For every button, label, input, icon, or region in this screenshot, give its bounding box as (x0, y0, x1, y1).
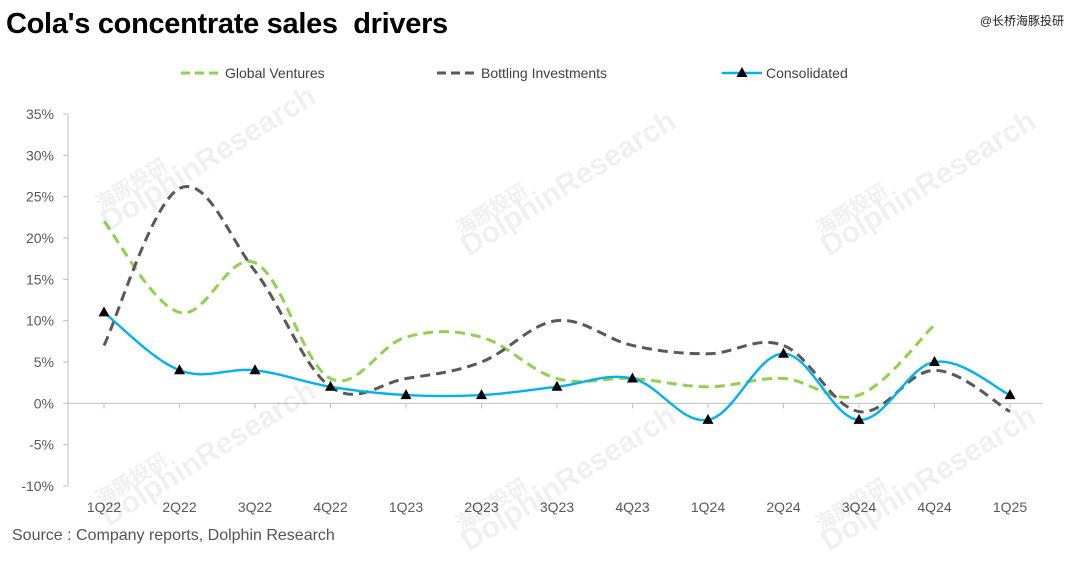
chart-title: Cola's concentrate sales drivers (6, 8, 448, 40)
x-axis: 1Q22 2Q22 3Q22 4Q22 1Q23 2Q23 3Q23 4Q23 1Q24 2Q24… (68, 402, 1042, 515)
corner-watermark-text: @长桥海豚投研 (979, 14, 1064, 28)
data-point-consolidated (249, 364, 261, 375)
y-tick-label: 35% (26, 106, 54, 122)
x-tick-label: 4Q24 (917, 499, 951, 515)
y-tick-label: 25% (26, 189, 54, 205)
y-tick-label: 30% (26, 147, 54, 163)
x-tick-label: 4Q22 (313, 499, 347, 515)
data-point-consolidated (325, 380, 336, 391)
x-tick-label: 3Q22 (238, 499, 272, 515)
x-tick-label: 2Q23 (464, 499, 498, 515)
y-tick-label: 20% (26, 230, 54, 246)
legend-label-global-ventures: Global Ventures (225, 65, 325, 81)
series-line-bottling-investments (102, 185, 1011, 414)
legend-label-consolidated: Consolidated (766, 65, 848, 81)
x-tick-label: 3Q23 (540, 499, 574, 515)
x-tick-label: 1Q24 (691, 499, 725, 515)
y-tick-label: 0% (34, 395, 54, 411)
data-point-consolidated (98, 306, 110, 317)
legend-label-bottling-investments: Bottling Investments (481, 65, 607, 81)
y-axis: -10% -5% 0% 5% 10% 15% 20% 25% 30% 35% (21, 106, 69, 494)
data-point-consolidated (702, 413, 714, 424)
data-point-consolidated (929, 356, 940, 366)
source-note: Source : Company reports, Dolphin Resear… (12, 527, 335, 544)
data-point-consolidated (778, 347, 789, 358)
y-tick-label: 10% (26, 313, 54, 329)
series-line-global-ventures (102, 220, 936, 399)
chart-legend: Global Ventures Bottling Investments Conso… (181, 65, 848, 81)
series-layer (98, 185, 1016, 424)
legend-marker-consolidated (736, 67, 748, 77)
x-tick-label: 4Q23 (615, 499, 649, 515)
data-point-consolidated (551, 380, 563, 391)
x-tick-label: 1Q22 (87, 499, 121, 515)
data-point-consolidated (1004, 389, 1016, 400)
y-tick-label: -5% (29, 437, 54, 453)
x-tick-label: 2Q24 (766, 499, 800, 515)
data-point-consolidated (627, 372, 638, 383)
data-point-consolidated (476, 389, 487, 400)
data-point-consolidated (400, 389, 412, 400)
data-point-consolidated (853, 413, 865, 424)
x-tick-label: 1Q25 (993, 499, 1027, 515)
y-tick-label: -10% (21, 478, 54, 494)
y-tick-label: 15% (26, 271, 54, 287)
x-tick-label: 2Q22 (162, 499, 196, 515)
x-tick-label: 3Q24 (842, 499, 876, 515)
y-tick-label: 5% (34, 354, 54, 370)
x-tick-label: 1Q23 (389, 499, 423, 515)
data-point-consolidated (174, 364, 185, 375)
